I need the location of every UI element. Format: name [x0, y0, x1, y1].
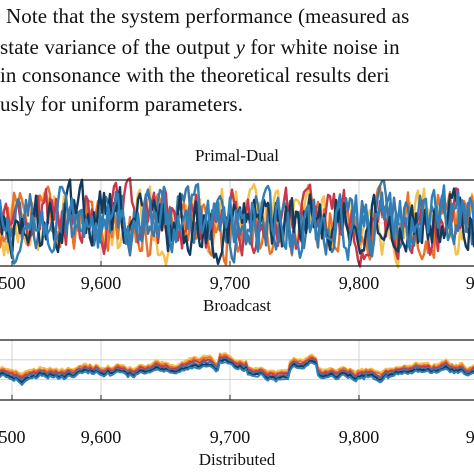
paragraph-line-2-text-a: state variance of the output: [0, 35, 236, 59]
plot-frame: [0, 179, 474, 267]
series-line-6: [0, 360, 474, 386]
panel-title-distributed: Distributed: [198, 450, 276, 469]
x-tick-label: 9,800: [339, 427, 380, 447]
panel-title-primal-dual: Primal-Dual: [194, 146, 280, 165]
math-variable-y: y: [235, 35, 245, 59]
paragraph-line-1: Note that the system performance (measur…: [6, 4, 409, 28]
paragraph-line-3: in consonance with the theoretical resul…: [0, 63, 390, 87]
panel-title-broadcast: Broadcast: [203, 296, 271, 315]
series-line-4: [0, 357, 474, 382]
series-line-5: [0, 358, 474, 384]
paragraph-line-1-text: Note that the system performance (measur…: [6, 4, 410, 28]
x-tick-label: 9,900: [466, 427, 474, 447]
paragraph-line-2-text-b: for white noise in: [244, 35, 400, 59]
broadcast-plot: [0, 339, 474, 401]
paragraph-line-4-text: usly for uniform parameters.: [0, 92, 244, 116]
series-line-6: [0, 182, 474, 265]
paragraph-line-3-text: in consonance with the theoretical resul…: [0, 63, 390, 87]
plot-frame: [0, 339, 474, 401]
series-line-1: [0, 352, 474, 375]
x-tick-label: 9,800: [339, 273, 380, 293]
primal-dual-plot: [0, 176, 474, 269]
paragraph-line-4: usly for uniform parameters.: [0, 92, 243, 116]
x-tick-label: 9,900: [466, 273, 474, 293]
x-tick-label: 9,700: [210, 273, 251, 293]
x-tick-label: 500: [0, 273, 26, 293]
x-tick-label: 9,700: [210, 427, 251, 447]
x-tick-label: 9,600: [81, 273, 122, 293]
x-tick-label: 9,600: [81, 427, 122, 447]
x-tick-label: 500: [0, 427, 26, 447]
paragraph-line-2: state variance of the output y for white…: [0, 35, 400, 59]
series-line-2: [0, 184, 474, 267]
